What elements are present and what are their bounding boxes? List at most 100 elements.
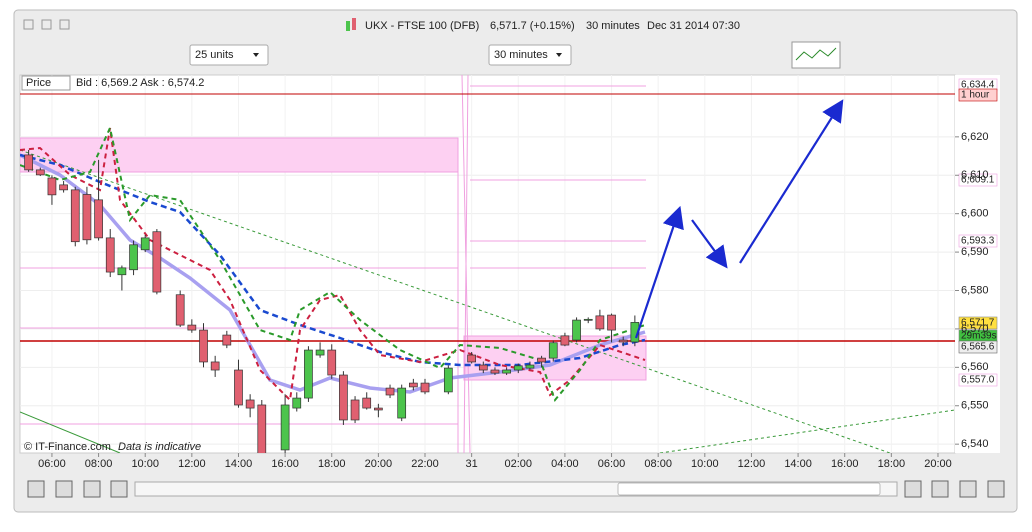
x-tick-label: 04:00 <box>551 458 579 470</box>
candle-body <box>572 319 581 341</box>
x-tick-label: 10:00 <box>691 458 719 470</box>
candle-body <box>583 318 593 321</box>
tool-button[interactable] <box>110 480 128 498</box>
tool-button[interactable] <box>27 480 45 498</box>
maximize-button[interactable] <box>59 19 70 30</box>
tool-button[interactable] <box>904 480 922 498</box>
candle-body <box>548 342 558 359</box>
price-tag-box <box>958 340 998 354</box>
candle-body <box>152 231 162 293</box>
x-tick-label: 02:00 <box>505 458 533 470</box>
y-tick-label: 6,570 <box>961 323 989 335</box>
units-dropdown[interactable] <box>189 44 269 66</box>
candle-body <box>199 329 208 363</box>
x-tick-label: 06:00 <box>38 458 66 470</box>
candle-body <box>350 399 360 421</box>
icon <box>352 18 356 30</box>
price-tag: 6,609.1 <box>961 175 995 186</box>
candle-body <box>443 367 453 393</box>
candle-body <box>70 189 80 243</box>
x-tick-label: 31 <box>466 458 478 470</box>
candle-body <box>257 404 267 453</box>
disclaimer: Data is indicative <box>118 441 201 453</box>
price-tag: 6,565.6 <box>961 342 995 353</box>
candle-body <box>35 169 45 176</box>
price-tag-box <box>958 316 998 330</box>
y-tick-label: 6,560 <box>961 361 989 373</box>
window-datetime: Dec 31 2014 07:30 <box>647 20 740 32</box>
price-button[interactable] <box>21 75 71 91</box>
candle-body <box>59 184 68 191</box>
candle-body <box>280 404 290 451</box>
zoom-out[interactable] <box>959 480 977 498</box>
candle-body <box>304 349 313 399</box>
candle-body <box>502 369 511 374</box>
moving-average <box>20 153 646 367</box>
candle-body <box>140 237 150 251</box>
y-tick-label: 6,610 <box>961 169 989 181</box>
price-tag: 6,557.0 <box>961 375 995 386</box>
trend-line <box>20 411 121 453</box>
levels <box>20 75 646 453</box>
candle-body <box>420 382 430 393</box>
candle-body <box>117 267 127 276</box>
minimize-button[interactable] <box>41 19 52 30</box>
candle-body <box>234 369 243 406</box>
y-tick-label: 6,540 <box>961 438 989 450</box>
candle-body <box>82 194 92 241</box>
candle-body <box>618 339 628 343</box>
candle-body <box>47 177 57 196</box>
price-tag: 6,593.3 <box>961 236 995 247</box>
candle-body <box>327 349 337 376</box>
tool-button[interactable] <box>55 480 73 498</box>
candle-body <box>24 154 33 171</box>
window-interval: 30 minutes <box>586 20 640 32</box>
candle-body <box>362 397 372 409</box>
period-text: 30 minutes <box>494 49 548 61</box>
trend-line <box>659 409 955 453</box>
candle-body <box>339 374 348 421</box>
price-tag: 6,571.7 <box>961 318 995 329</box>
close-button[interactable] <box>23 19 34 30</box>
x-tick-label: 18:00 <box>878 458 906 470</box>
candle-body <box>385 387 395 396</box>
x-tick-label: 06:00 <box>598 458 626 470</box>
y-tick-label: 6,600 <box>961 208 989 220</box>
price-tag: 1 hour <box>961 90 990 101</box>
candle-body <box>210 361 220 371</box>
x-tick-label: 10:00 <box>131 458 159 470</box>
window-title: UKX - FTSE 100 (DFB) <box>365 20 479 32</box>
candle-body <box>175 294 185 326</box>
oscillator <box>20 127 646 403</box>
tool-button[interactable] <box>83 480 101 498</box>
forecast-arrows <box>634 99 844 339</box>
zoom-in[interactable] <box>987 480 1005 498</box>
bid-ask: Bid : 6,569.2 Ask : 6,574.2 <box>76 77 204 89</box>
period-dropdown[interactable] <box>488 44 572 66</box>
candle-body <box>560 335 570 346</box>
candle-body <box>607 314 616 331</box>
tool-button[interactable] <box>931 480 949 498</box>
tools-button[interactable] <box>791 41 841 69</box>
x-tick-label: 22:00 <box>411 458 439 470</box>
price-label: Price <box>26 77 51 89</box>
price-axis <box>955 75 1000 453</box>
units-text: 25 units <box>195 49 234 61</box>
price-tag: 6,634.4 <box>961 80 995 91</box>
candle-body <box>292 397 302 409</box>
dropdown-arrow <box>253 53 259 57</box>
window-price: 6,571.7 (+0.15%) <box>490 20 575 32</box>
candle-body <box>513 365 523 371</box>
scroll-thumb[interactable] <box>617 482 881 496</box>
candle-body <box>525 364 535 369</box>
price-tag-box <box>958 88 998 102</box>
y-tick-label: 6,620 <box>961 131 989 143</box>
candle-body <box>374 407 383 411</box>
price-tags: 6,634.41 hour 6,609.1 6,593.3 6,571.7 29m39s… <box>958 78 998 387</box>
candle-body <box>490 369 500 374</box>
y-tick-label: 6,590 <box>961 246 989 258</box>
x-tick-label: 20:00 <box>365 458 393 470</box>
candle-body <box>315 349 325 356</box>
y-tick-label: 6,550 <box>961 400 989 412</box>
x-tick-label: 14:00 <box>225 458 253 470</box>
